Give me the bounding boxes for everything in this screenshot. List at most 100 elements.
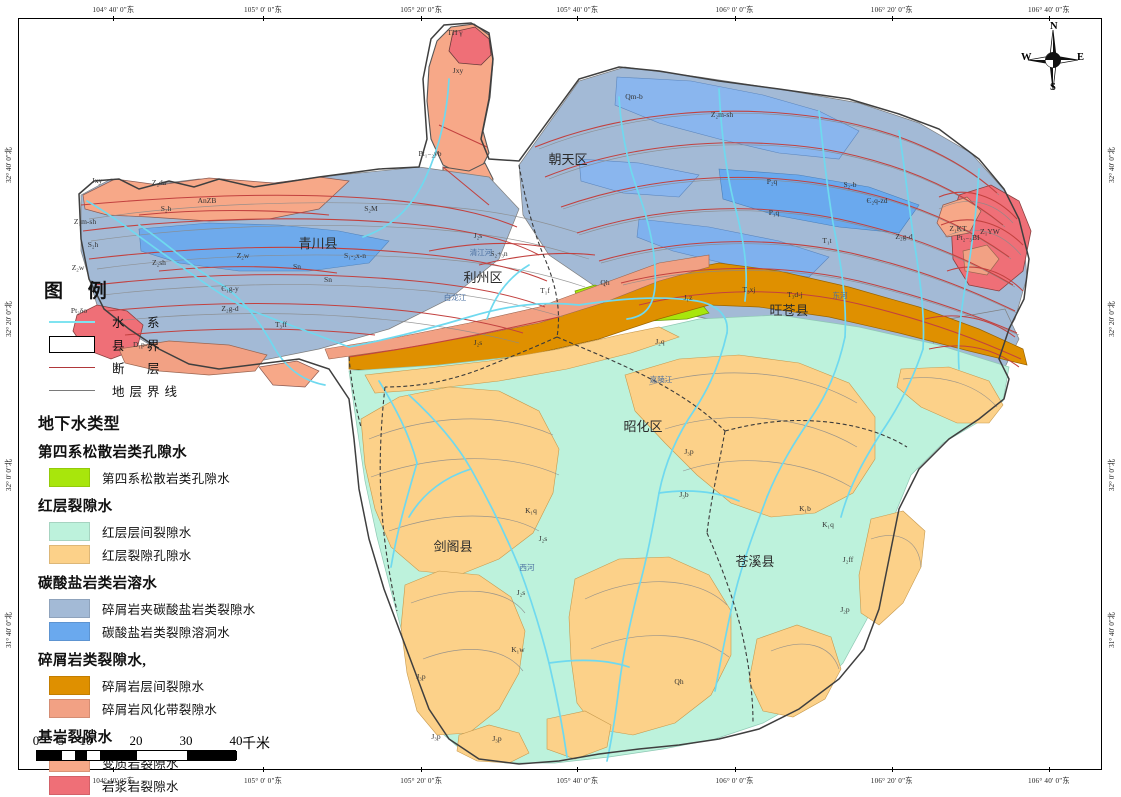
stratigraphic-lines — [88, 112, 1022, 672]
longitude-label: 104° 40' 0"东 — [92, 6, 135, 14]
graticule-tick — [262, 16, 264, 21]
legend-item-stratigraphic-boundary[interactable]: 地层界线 — [36, 380, 271, 401]
poly-redbed-fissure-5 — [858, 510, 926, 626]
legend-color-swatch — [49, 775, 90, 795]
geology-code-label: J₂q — [655, 337, 665, 346]
river-lines — [86, 78, 980, 762]
legend-color-swatch — [49, 544, 90, 564]
geology-code-label: K₁q — [822, 520, 834, 529]
legend-group-heading-clastic: 碎屑岩类裂隙水, — [38, 653, 147, 669]
latitude-label: 32° 0' 0"北 — [5, 459, 13, 492]
scale-tick-label: 0 — [32, 733, 40, 748]
legend-swatch-item[interactable]: 碎屑岩夹碳酸盐岩类裂隙水 — [36, 597, 271, 619]
graticule-tick — [262, 767, 264, 772]
geology-code-label: S₂M — [364, 204, 378, 213]
geology-code-label: Z₁m-sh — [74, 217, 96, 226]
map-canvas[interactable]: ΤΠ γ Jxy Pt₁₋₂yb Jxy Z₂da AnZB Z₁m-sh S₂h Z₂w Z₂s… — [19, 19, 1101, 769]
compass-north-label: N — [1050, 21, 1058, 32]
legend-color-swatch — [49, 621, 90, 641]
legend-group-heading-carbonate: 碳酸盐岩类岩溶水 — [38, 576, 158, 592]
geology-code-label: J₃p — [492, 734, 502, 743]
graticule-tick — [1048, 767, 1050, 772]
geology-code-label: Z₂g-d — [221, 304, 238, 313]
geology-code-label: S₁-₂x-n — [344, 251, 366, 260]
longitude-label: 104° 40' 0"东 — [92, 777, 135, 785]
river-name-label: 白龙江 — [444, 292, 467, 302]
geology-code-label: Jxy — [453, 66, 464, 75]
poly-north-carbonate-a — [614, 76, 860, 160]
scale-bar-graphic — [36, 750, 237, 761]
geology-code-label: J₁z — [684, 293, 694, 302]
river-name-label: 清江河 — [470, 247, 493, 257]
legend-color-swatch — [49, 675, 90, 695]
geology-code-label: T₁f — [540, 286, 550, 295]
geology-code-label: J₂s — [474, 231, 483, 240]
scale-tick-label: 20 — [129, 733, 143, 748]
legend-item-fault[interactable]: 断 层 — [36, 357, 271, 378]
legend-swatch-item[interactable]: 红层层间裂隙水 — [36, 520, 271, 542]
legend-group-heading-redbed: 红层裂隙水 — [38, 499, 113, 515]
latitude-label: 32° 40' 0"北 — [5, 146, 13, 183]
poly-north-carbonate-d — [636, 218, 830, 278]
latitude-label: 31° 40' 0"北 — [1108, 612, 1116, 649]
geology-code-label: Qh — [600, 278, 609, 287]
latitude-label: 32° 20' 0"北 — [5, 300, 13, 337]
geology-code-label: Z₂w — [237, 251, 250, 260]
geology-code-label: Jxy — [92, 176, 103, 185]
legend-swatch-item[interactable]: 红层裂隙孔隙水 — [36, 543, 271, 565]
stratigraphic-boundary-label: 地层界线 — [112, 385, 183, 399]
geology-code-label: P₁q — [769, 208, 780, 217]
poly-redbed-fissure-1 — [360, 386, 560, 576]
legend-swatch-item[interactable]: 碳酸盐岩类裂隙溶洞水 — [36, 620, 271, 642]
county-name-label: 朝天区 — [548, 152, 587, 167]
geology-code-labels: ΤΠ γ Jxy Pt₁₋₂yb Jxy Z₂da AnZB Z₁m-sh S₂h Z₂w Z₂s… — [71, 28, 1001, 743]
latitude-label: 32° 20' 0"北 — [1108, 300, 1116, 337]
poly-redbed-fissure-3 — [568, 556, 732, 736]
geology-code-label: Pt₂δο — [71, 306, 87, 315]
graticule-tick — [891, 16, 893, 21]
legend-swatch-item[interactable]: 碎屑岩风化带裂隙水 — [36, 697, 271, 719]
poly-redbed-fissure-6 — [748, 624, 842, 718]
poly-redbed-fissure-9 — [456, 724, 530, 764]
geology-code-label: Z₁KT — [949, 224, 967, 233]
legend-swatch-item[interactable]: 第四系松散岩类孔隙水 — [36, 466, 271, 488]
geology-polygons — [72, 23, 1032, 764]
longitude-label: 106° 20' 0"东 — [870, 6, 913, 14]
legend-swatch-item[interactable]: 碎屑岩层间裂隙水 — [36, 674, 271, 696]
geology-code-label: Z₂da — [152, 178, 167, 187]
compass-south-label: S — [1050, 82, 1056, 93]
geology-code-label: J₂s — [474, 338, 483, 347]
legend-swatch-label: 红层层间裂隙水 — [102, 525, 192, 540]
geology-code-label: Qm-b — [625, 92, 643, 101]
geology-code-label: K₁w — [511, 645, 525, 654]
graticule-tick — [734, 16, 736, 21]
graticule-tick — [421, 767, 423, 772]
poly-west-metamorphic-sliver — [258, 360, 320, 388]
geology-code-label: Z₂g-d — [895, 232, 912, 241]
scale-tick-label: 5 — [57, 733, 65, 748]
graticule-tick — [891, 767, 893, 772]
legend-swatch-label: 碎屑岩风化带裂隙水 — [102, 702, 218, 717]
legend-color-swatch — [49, 521, 90, 541]
geology-code-label: Є₁g-y — [221, 284, 239, 293]
legend-item-water-system[interactable]: 水 系 — [36, 311, 271, 332]
graticule-tick — [1048, 16, 1050, 21]
geology-code-label: Z₂sh — [152, 258, 166, 267]
geology-code-label: Z₂m-sh — [711, 110, 733, 119]
legend-item-county-boundary[interactable]: 县 界 — [36, 334, 271, 355]
river-name-label: 嘉陵江 — [650, 374, 673, 384]
compass-rose: N S W E — [1020, 21, 1086, 98]
geology-code-label: T₁t — [822, 236, 832, 245]
poly-redbed-fissure-10 — [546, 710, 612, 760]
legend-swatch-label: 碎屑岩夹碳酸盐岩类裂隙水 — [102, 602, 256, 617]
legend-color-swatch — [49, 598, 90, 618]
county-name-label: 昭化区 — [623, 419, 662, 434]
geology-code-label: J₂p — [840, 605, 850, 614]
poly-redbed-fissure-2 — [400, 570, 526, 736]
legend-swatch-item[interactable]: 岩浆岩裂隙水 — [36, 774, 271, 796]
poly-redbed-fissure-4 — [624, 354, 876, 518]
fault-symbol — [44, 367, 100, 368]
water-system-label: 水 系 — [112, 316, 165, 330]
